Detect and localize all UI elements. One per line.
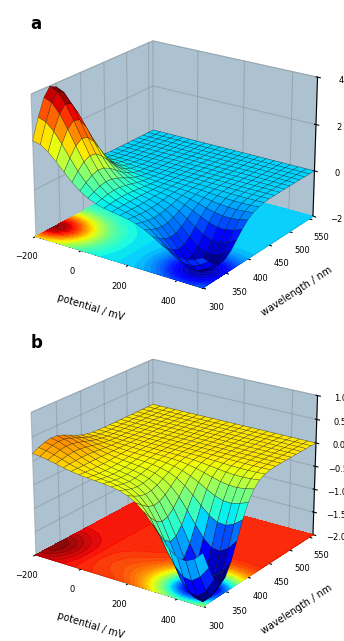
X-axis label: potential / mV: potential / mV	[56, 611, 125, 641]
X-axis label: potential / mV: potential / mV	[56, 292, 125, 322]
Text: a: a	[31, 15, 42, 33]
Y-axis label: wavelength / nm: wavelength / nm	[260, 583, 334, 636]
Text: b: b	[31, 334, 42, 352]
Y-axis label: wavelength / nm: wavelength / nm	[260, 264, 334, 317]
